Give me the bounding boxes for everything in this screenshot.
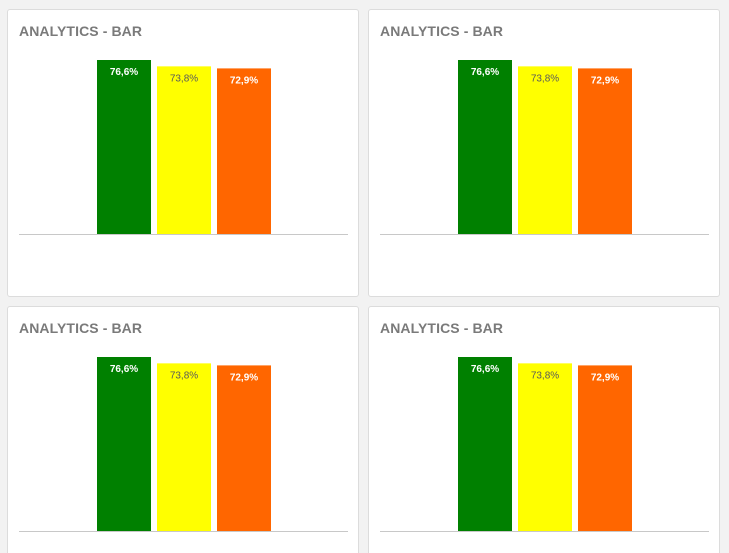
bar-value-label: 73,8%: [170, 370, 198, 381]
bar-chart: 76,6% 73,8% 72,9%: [380, 60, 709, 235]
bar-value-label: 72,9%: [230, 75, 258, 86]
bar-value-label: 73,8%: [531, 370, 559, 381]
bar-value-label: 72,9%: [591, 372, 619, 383]
bar-chart: 76,6% 73,8% 72,9%: [380, 357, 709, 532]
bar-1[interactable]: [97, 357, 151, 531]
bar-value-label: 76,6%: [471, 67, 499, 78]
chart-panel-bottom-left[interactable]: ANALYTICS - BAR 76,6% 73,8% 72,9%: [7, 306, 359, 553]
panel-title: ANALYTICS - BAR: [380, 320, 504, 336]
chart-panel-top-right[interactable]: ANALYTICS - BAR 76,6% 73,8% 72,9%: [368, 9, 720, 297]
bar-2[interactable]: [518, 66, 572, 234]
bar-value-label: 72,9%: [230, 372, 258, 383]
bar-3[interactable]: [217, 68, 271, 235]
chart-panel-top-left[interactable]: ANALYTICS - BAR 76,6% 73,8% 72,9%: [7, 9, 359, 297]
bar-2[interactable]: [157, 66, 211, 234]
bar-chart: 76,6% 73,8% 72,9%: [19, 357, 348, 532]
bar-value-label: 76,6%: [110, 67, 138, 78]
bar-value-label: 76,6%: [471, 364, 499, 375]
bar-2[interactable]: [157, 363, 211, 531]
bar-3[interactable]: [578, 68, 632, 235]
bar-3[interactable]: [578, 365, 632, 531]
bar-2[interactable]: [518, 363, 572, 531]
bar-3[interactable]: [217, 365, 271, 531]
bar-1[interactable]: [97, 60, 151, 234]
bar-1[interactable]: [458, 357, 512, 531]
panel-title: ANALYTICS - BAR: [19, 320, 143, 336]
bar-chart: 76,6% 73,8% 72,9%: [19, 60, 348, 235]
bar-value-label: 73,8%: [531, 73, 559, 84]
bar-value-label: 76,6%: [110, 364, 138, 375]
bar-value-label: 72,9%: [591, 75, 619, 86]
panel-title: ANALYTICS - BAR: [19, 23, 143, 39]
chart-panel-bottom-right[interactable]: ANALYTICS - BAR 76,6% 73,8% 72,9%: [368, 306, 720, 553]
bar-1[interactable]: [458, 60, 512, 234]
bar-value-label: 73,8%: [170, 73, 198, 84]
panel-title: ANALYTICS - BAR: [380, 23, 504, 39]
